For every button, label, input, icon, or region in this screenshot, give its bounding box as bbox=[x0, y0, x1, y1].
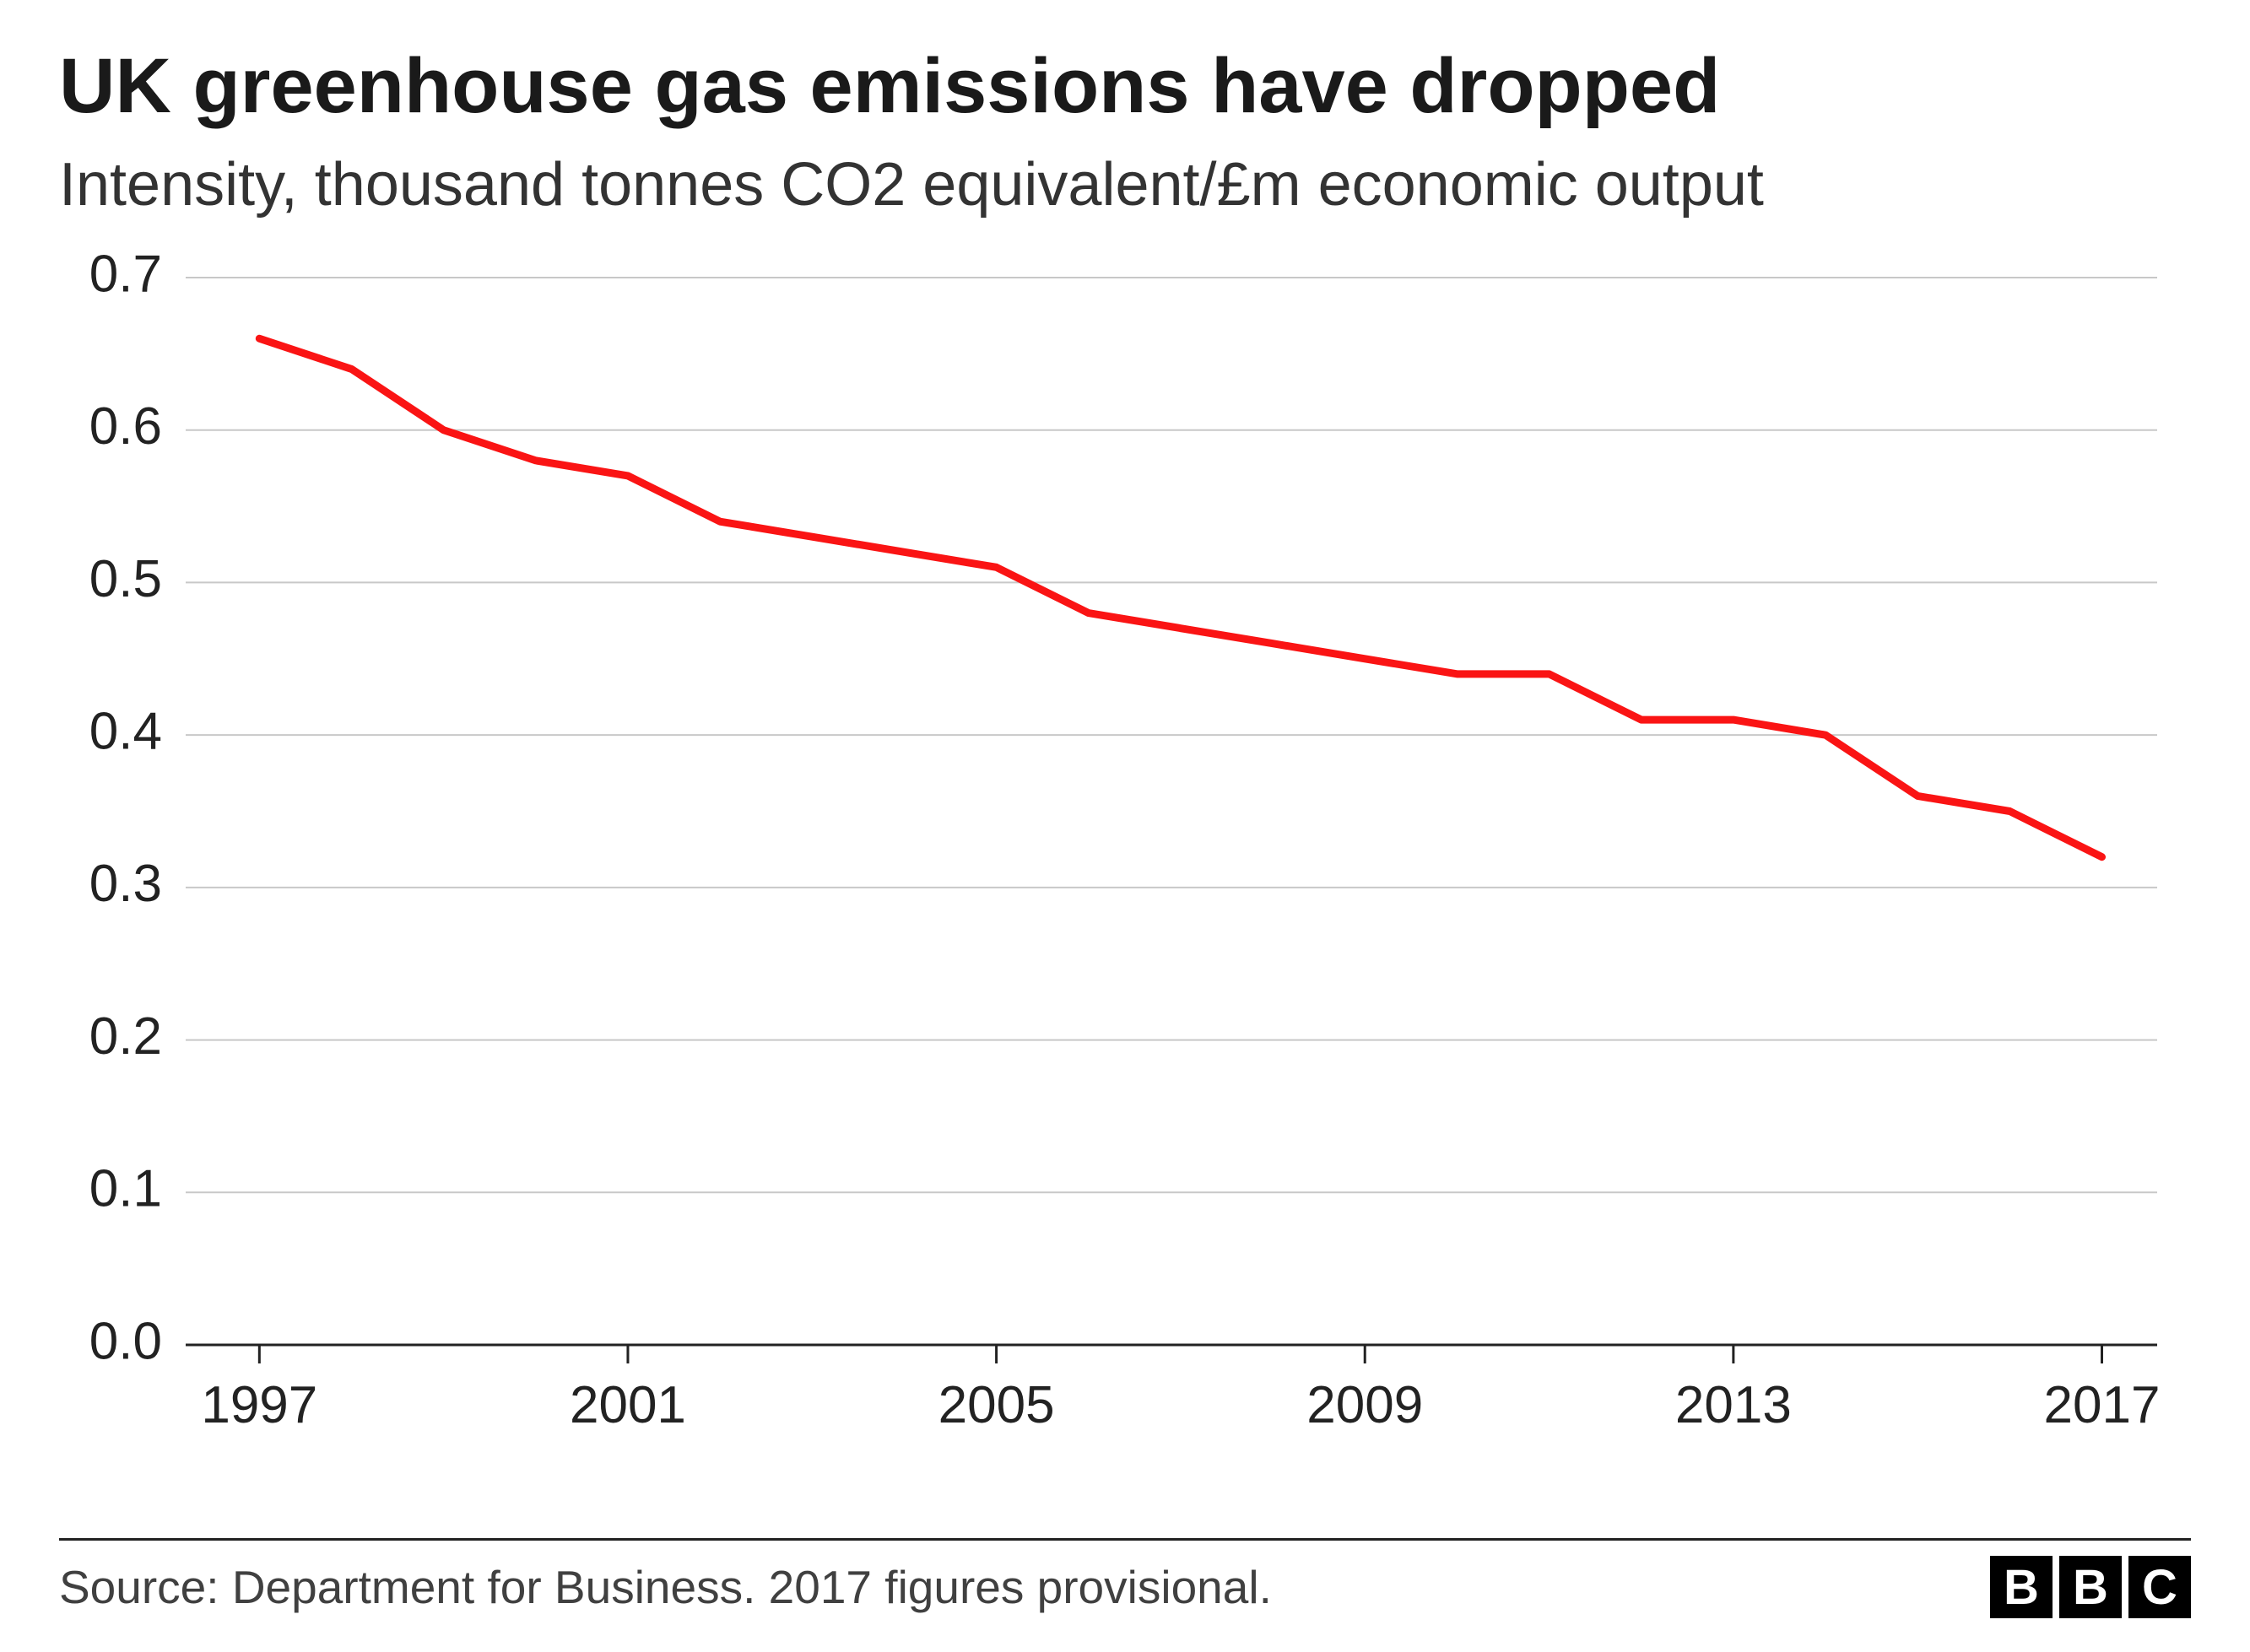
chart-subtitle: Intensity, thousand tonnes CO2 equivalen… bbox=[59, 147, 2191, 223]
bbc-logo: BBC bbox=[1990, 1556, 2191, 1618]
y-tick-label: 0.7 bbox=[89, 248, 162, 303]
y-tick-label: 0.3 bbox=[89, 855, 162, 913]
line-chart-svg: 0.0 0.1 0.2 0.3 0.4 0.5 0.6 0.7 1997 2001 2005 2009… bbox=[59, 248, 2191, 1455]
bbc-logo-block: B bbox=[2059, 1556, 2122, 1618]
x-tick-label: 2017 bbox=[2044, 1376, 2161, 1434]
chart-footer: Source: Department for Business. 2017 fi… bbox=[59, 1556, 2191, 1618]
y-tick-label: 0.6 bbox=[89, 397, 162, 456]
x-tick-label: 2009 bbox=[1306, 1376, 1423, 1434]
x-tick-label: 2001 bbox=[570, 1376, 686, 1434]
y-tick-label: 0.0 bbox=[89, 1312, 162, 1370]
x-tick-label: 2005 bbox=[938, 1376, 1055, 1434]
bbc-logo-block: B bbox=[1990, 1556, 2053, 1618]
x-tick-label: 2013 bbox=[1675, 1376, 1792, 1434]
x-tick-label: 1997 bbox=[201, 1376, 317, 1434]
plot-area: 0.0 0.1 0.2 0.3 0.4 0.5 0.6 0.7 1997 2001 2005 2009… bbox=[59, 248, 2191, 1455]
y-tick-label: 0.4 bbox=[89, 702, 162, 760]
chart-container: UK greenhouse gas emissions have dropped… bbox=[0, 0, 2250, 1652]
y-tick-label: 0.1 bbox=[89, 1159, 162, 1217]
chart-title: UK greenhouse gas emissions have dropped bbox=[59, 42, 2191, 132]
footer-divider bbox=[59, 1538, 2191, 1541]
source-text: Source: Department for Business. 2017 fi… bbox=[59, 1560, 1272, 1614]
series-emissions-intensity bbox=[259, 338, 2101, 856]
y-tick-label: 0.5 bbox=[89, 550, 162, 608]
bbc-logo-block: C bbox=[2128, 1556, 2191, 1618]
y-tick-label: 0.2 bbox=[89, 1007, 162, 1066]
